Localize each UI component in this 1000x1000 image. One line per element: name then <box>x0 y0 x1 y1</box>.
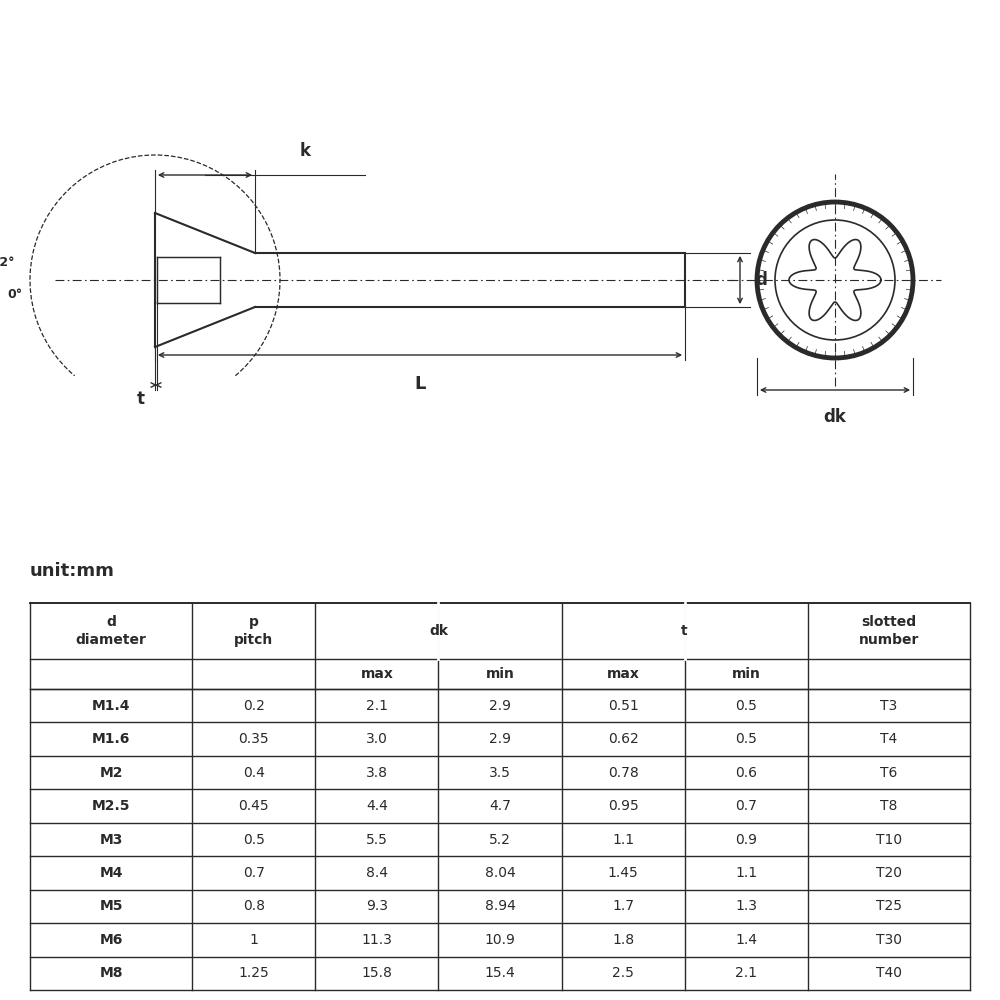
Text: 2.9: 2.9 <box>489 699 511 713</box>
Text: T8: T8 <box>880 799 897 813</box>
Text: M3: M3 <box>100 832 123 846</box>
Text: t: t <box>137 390 145 408</box>
Text: 2.1: 2.1 <box>366 699 388 713</box>
Text: 0°: 0° <box>7 288 22 302</box>
Text: 1.25: 1.25 <box>239 966 269 980</box>
Text: 15.8: 15.8 <box>362 966 392 980</box>
Text: 2.9: 2.9 <box>489 732 511 746</box>
Text: M5: M5 <box>99 899 123 913</box>
Text: 9.3: 9.3 <box>366 899 388 913</box>
Text: 0.35: 0.35 <box>239 732 269 746</box>
Text: min: min <box>732 667 761 681</box>
Text: 1: 1 <box>249 933 258 947</box>
Text: 0.6: 0.6 <box>735 766 757 780</box>
Text: 90°+2°: 90°+2° <box>0 255 15 268</box>
Text: T6: T6 <box>880 766 897 780</box>
Text: 3.5: 3.5 <box>489 766 511 780</box>
Text: T25: T25 <box>876 899 902 913</box>
Text: 1.7: 1.7 <box>612 899 634 913</box>
Text: k: k <box>300 142 310 160</box>
Text: 5.5: 5.5 <box>366 832 388 846</box>
Text: T30: T30 <box>876 933 902 947</box>
Text: 4.7: 4.7 <box>489 799 511 813</box>
Text: 4.4: 4.4 <box>366 799 388 813</box>
Text: T10: T10 <box>876 832 902 846</box>
Text: 8.4: 8.4 <box>366 866 388 880</box>
Text: 0.8: 0.8 <box>243 899 265 913</box>
Text: 1.4: 1.4 <box>735 933 757 947</box>
Text: 0.78: 0.78 <box>608 766 638 780</box>
Text: 0.7: 0.7 <box>735 799 757 813</box>
Text: 8.94: 8.94 <box>485 899 515 913</box>
Text: d: d <box>755 271 767 289</box>
Text: 1.45: 1.45 <box>608 866 638 880</box>
Text: T40: T40 <box>876 966 902 980</box>
Text: 2.5: 2.5 <box>612 966 634 980</box>
Text: 0.5: 0.5 <box>735 732 757 746</box>
Text: 0.4: 0.4 <box>243 766 265 780</box>
Text: 15.4: 15.4 <box>485 966 515 980</box>
Text: unit:mm: unit:mm <box>30 562 115 580</box>
Text: 10.9: 10.9 <box>485 933 515 947</box>
Text: max: max <box>361 667 393 681</box>
Text: 0.2: 0.2 <box>243 699 265 713</box>
Text: 8.04: 8.04 <box>485 866 515 880</box>
Text: min: min <box>486 667 514 681</box>
Text: 3.0: 3.0 <box>366 732 388 746</box>
Text: T4: T4 <box>880 732 897 746</box>
Text: 1.3: 1.3 <box>735 899 757 913</box>
Text: dk: dk <box>429 624 448 638</box>
Text: 5.2: 5.2 <box>489 832 511 846</box>
Text: T3: T3 <box>880 699 897 713</box>
Text: M6: M6 <box>100 933 123 947</box>
Text: T20: T20 <box>876 866 902 880</box>
Text: 0.7: 0.7 <box>243 866 265 880</box>
Text: L: L <box>414 375 426 393</box>
Text: 3.8: 3.8 <box>366 766 388 780</box>
Text: M4: M4 <box>99 866 123 880</box>
Text: M8: M8 <box>99 966 123 980</box>
Text: p
pitch: p pitch <box>234 615 274 647</box>
Text: d
diameter: d diameter <box>76 615 147 647</box>
Text: 0.5: 0.5 <box>735 699 757 713</box>
Text: slotted
number: slotted number <box>859 615 919 647</box>
Text: 0.51: 0.51 <box>608 699 638 713</box>
Text: 0.9: 0.9 <box>735 832 757 846</box>
Text: t: t <box>681 624 688 638</box>
Text: 0.5: 0.5 <box>243 832 265 846</box>
Text: M1.4: M1.4 <box>92 699 130 713</box>
Text: 11.3: 11.3 <box>362 933 392 947</box>
Text: 0.45: 0.45 <box>239 799 269 813</box>
Text: M2: M2 <box>99 766 123 780</box>
Text: 0.62: 0.62 <box>608 732 638 746</box>
Text: 0.95: 0.95 <box>608 799 638 813</box>
Text: 2.1: 2.1 <box>735 966 757 980</box>
Text: M1.6: M1.6 <box>92 732 130 746</box>
Text: dk: dk <box>824 408 846 426</box>
Text: 1.1: 1.1 <box>612 832 634 846</box>
Text: 1.1: 1.1 <box>735 866 757 880</box>
Text: max: max <box>607 667 639 681</box>
Text: 1.8: 1.8 <box>612 933 634 947</box>
Text: M2.5: M2.5 <box>92 799 130 813</box>
